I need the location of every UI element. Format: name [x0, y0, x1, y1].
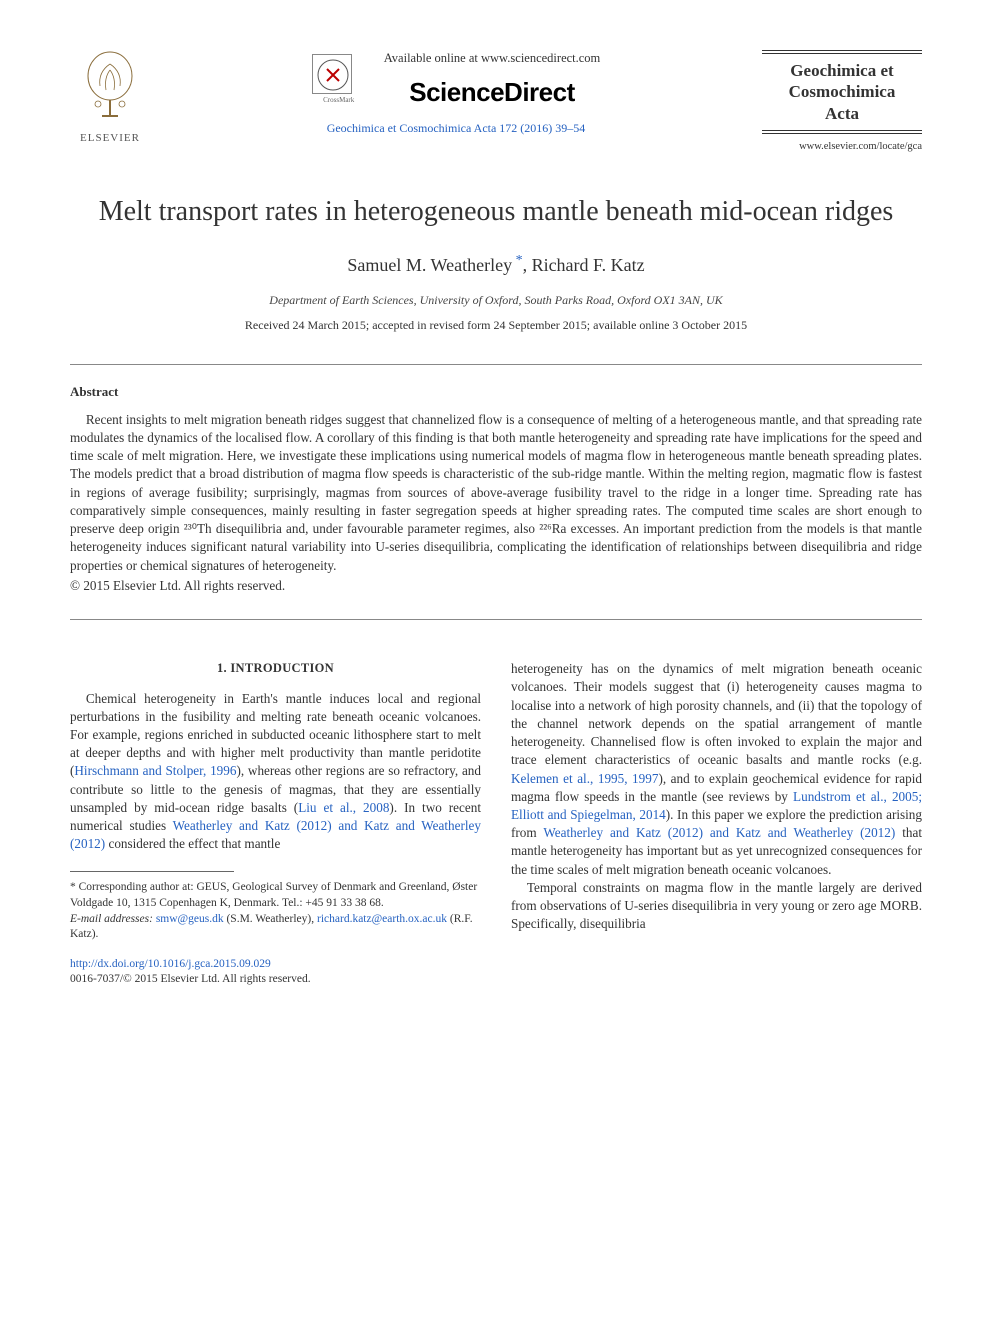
ref-kelemen-1995-1997[interactable]: Kelemen et al., 1995, 1997 — [511, 771, 658, 786]
crossmark-label: CrossMark — [312, 96, 366, 106]
journal-box-wrap: Geochimica et Cosmochimica Acta www.else… — [762, 50, 922, 154]
page-header: ELSEVIER CrossMark Available online at w… — [70, 50, 922, 154]
ref-liu-2008[interactable]: Liu et al., 2008 — [298, 800, 389, 815]
journal-title-line3: Acta — [825, 104, 859, 123]
issn-copyright: 0016-7037/© 2015 Elsevier Ltd. All right… — [70, 972, 481, 988]
corresponding-footnote: * Corresponding author at: GEUS, Geologi… — [70, 880, 481, 942]
doi-block: http://dx.doi.org/10.1016/j.gca.2015.09.… — [70, 957, 481, 989]
journal-url: www.elsevier.com/locate/gca — [762, 140, 922, 155]
email-weatherley-name: (S.M. Weatherley), — [226, 913, 314, 925]
email-katz[interactable]: richard.katz@earth.ox.ac.uk — [317, 913, 447, 925]
elsevier-logo: ELSEVIER — [70, 50, 150, 146]
elsevier-label: ELSEVIER — [70, 131, 150, 146]
abstract-text: Recent insights to melt migration beneat… — [70, 411, 922, 575]
sciencedirect-logo: ScienceDirect — [384, 74, 601, 110]
article-title: Melt transport rates in heterogeneous ma… — [70, 194, 922, 230]
journal-title-line2: Cosmochimica — [789, 82, 896, 101]
body-columns: 1. INTRODUCTION Chemical heterogeneity i… — [70, 660, 922, 988]
available-online-text: Available online at www.sciencedirect.co… — [384, 50, 601, 68]
doi-link[interactable]: http://dx.doi.org/10.1016/j.gca.2015.09.… — [70, 958, 271, 970]
abstract-copyright: © 2015 Elsevier Ltd. All rights reserved… — [70, 577, 922, 595]
author-2: Richard F. Katz — [532, 255, 645, 275]
corresponding-marker: * — [512, 253, 523, 268]
footnote-rule — [70, 871, 234, 872]
author-1: Samuel M. Weatherley — [347, 255, 512, 275]
article-dates: Received 24 March 2015; accepted in revi… — [70, 317, 922, 334]
column-right: heterogeneity has on the dynamics of mel… — [511, 660, 922, 988]
email-line: E-mail addresses: smw@geus.dk (S.M. Weat… — [70, 912, 481, 943]
journal-title-line1: Geochimica et — [790, 61, 893, 80]
journal-title-box: Geochimica et Cosmochimica Acta — [762, 50, 922, 134]
intro-paragraph-1-cont: heterogeneity has on the dynamics of mel… — [511, 660, 922, 879]
email-label: E-mail addresses: — [70, 913, 153, 925]
header-center: CrossMark Available online at www.scienc… — [150, 50, 762, 137]
elsevier-tree-icon — [80, 50, 140, 120]
citation-link[interactable]: Geochimica et Cosmochimica Acta 172 (201… — [150, 120, 762, 137]
crossmark[interactable]: CrossMark — [312, 54, 366, 106]
affiliation: Department of Earth Sciences, University… — [70, 292, 922, 309]
ref-weatherley-katz-2012-b[interactable]: Weatherley and Katz (2012) and Katz and … — [543, 825, 895, 840]
abstract-label: Abstract — [70, 383, 922, 401]
intro-paragraph-1: Chemical heterogeneity in Earth's mantle… — [70, 690, 481, 854]
crossmark-icon — [313, 55, 353, 95]
intro-paragraph-2: Temporal constraints on magma flow in th… — [511, 879, 922, 934]
authors: Samuel M. Weatherley *, Richard F. Katz — [70, 251, 922, 278]
rule-above-abstract — [70, 364, 922, 365]
rule-below-abstract — [70, 619, 922, 620]
corresponding-author-address: * Corresponding author at: GEUS, Geologi… — [70, 880, 481, 911]
ref-hirschmann-1996[interactable]: Hirschmann and Stolper, 1996 — [74, 763, 236, 778]
section-heading-intro: 1. INTRODUCTION — [70, 660, 481, 677]
email-weatherley[interactable]: smw@geus.dk — [156, 913, 224, 925]
column-left: 1. INTRODUCTION Chemical heterogeneity i… — [70, 660, 481, 988]
